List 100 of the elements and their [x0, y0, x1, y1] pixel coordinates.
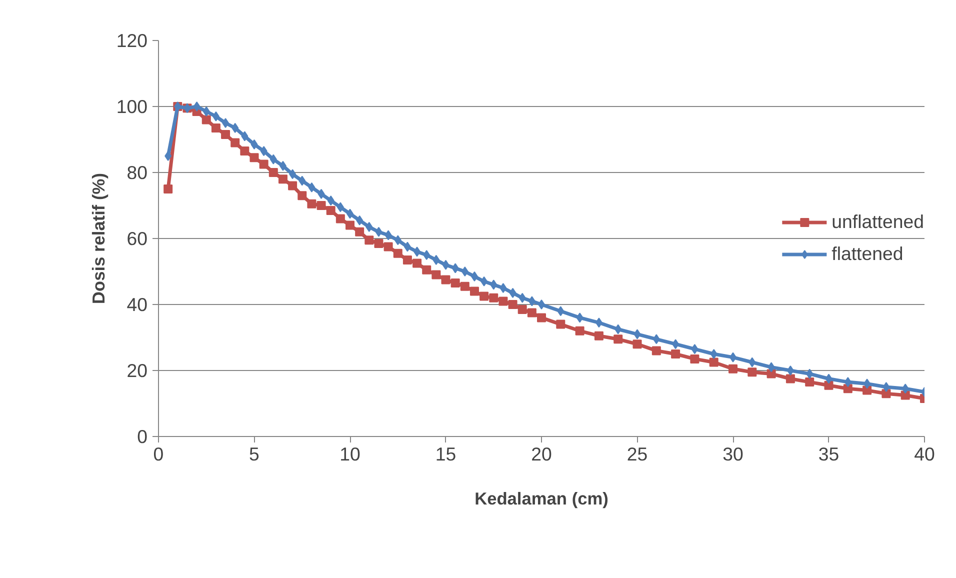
- point: [270, 154, 277, 164]
- point: [259, 160, 268, 169]
- x-tick-label: 40: [914, 444, 935, 464]
- point: [374, 238, 384, 248]
- point: [518, 292, 526, 303]
- x-axis-title: Kedalaman (cm): [474, 488, 608, 508]
- point: [278, 174, 288, 184]
- point: [260, 146, 268, 156]
- point: [864, 378, 871, 389]
- point: [432, 270, 441, 280]
- point: [375, 226, 382, 237]
- point: [652, 346, 661, 356]
- point: [518, 304, 527, 314]
- point: [490, 280, 498, 290]
- point: [336, 202, 344, 212]
- point: [575, 326, 584, 336]
- point: [164, 184, 173, 194]
- point: [298, 176, 306, 186]
- point: [806, 368, 814, 379]
- y-tick-label: 60: [126, 228, 148, 249]
- point: [404, 242, 411, 252]
- point: [576, 312, 584, 323]
- point: [594, 331, 604, 340]
- point: [393, 248, 402, 258]
- point: [412, 258, 422, 268]
- point: [202, 115, 211, 124]
- point: [766, 369, 776, 378]
- point: [268, 168, 278, 177]
- point: [470, 271, 478, 282]
- point: [538, 300, 545, 310]
- point: [768, 362, 775, 372]
- point: [595, 318, 602, 328]
- point: [690, 354, 700, 364]
- point: [672, 339, 680, 350]
- point: [221, 130, 230, 140]
- point: [614, 334, 623, 344]
- point: [327, 196, 334, 206]
- x-tick-label: 30: [722, 444, 744, 464]
- point: [414, 246, 421, 257]
- point: [450, 278, 460, 288]
- point: [202, 106, 210, 116]
- x-tick-label: 5: [249, 444, 260, 464]
- x-tick-label: 20: [531, 444, 552, 464]
- point: [671, 350, 680, 358]
- point: [843, 384, 852, 394]
- point: [461, 266, 468, 276]
- point: [748, 368, 757, 377]
- point: [480, 276, 488, 286]
- point: [384, 242, 393, 252]
- x-tick-label: 35: [818, 444, 840, 464]
- point: [470, 286, 479, 296]
- point: [882, 382, 890, 392]
- point: [537, 313, 546, 322]
- point: [634, 329, 641, 340]
- point: [441, 275, 450, 284]
- point: [442, 260, 450, 270]
- point: [298, 191, 307, 200]
- point: [614, 324, 622, 334]
- point: [402, 255, 412, 264]
- point: [326, 206, 336, 215]
- x-tick-label: 25: [626, 444, 648, 464]
- point: [748, 357, 756, 368]
- point: [652, 334, 660, 344]
- point: [557, 306, 564, 316]
- point: [728, 364, 738, 374]
- point: [632, 340, 642, 349]
- point: [556, 320, 566, 329]
- point: [862, 386, 872, 395]
- point: [460, 282, 470, 291]
- point: [356, 215, 364, 226]
- x-tick-label: 0: [153, 444, 164, 464]
- point: [289, 169, 296, 180]
- point: [211, 123, 220, 132]
- point: [316, 201, 326, 210]
- point: [825, 374, 832, 384]
- point: [882, 389, 891, 398]
- point: [786, 366, 794, 376]
- point: [452, 263, 459, 274]
- point: [527, 308, 536, 318]
- point: [193, 102, 200, 112]
- point: [902, 384, 909, 394]
- point: [230, 138, 240, 148]
- y-tick-label: 40: [126, 294, 148, 315]
- point: [691, 344, 698, 354]
- point: [500, 283, 507, 293]
- y-axis-title: Dosis relatif (%): [88, 173, 108, 304]
- point: [489, 293, 498, 302]
- y-tick-label: 100: [116, 96, 148, 117]
- point: [844, 377, 852, 388]
- point: [498, 296, 508, 306]
- point: [394, 235, 402, 246]
- y-tick-label: 20: [126, 360, 148, 381]
- point: [710, 349, 718, 359]
- y-tick-label: 120: [116, 30, 148, 51]
- point: [240, 146, 250, 156]
- point: [480, 292, 489, 301]
- x-tick-label: 15: [435, 444, 456, 464]
- point: [432, 254, 440, 265]
- point: [366, 222, 373, 232]
- point: [900, 390, 910, 400]
